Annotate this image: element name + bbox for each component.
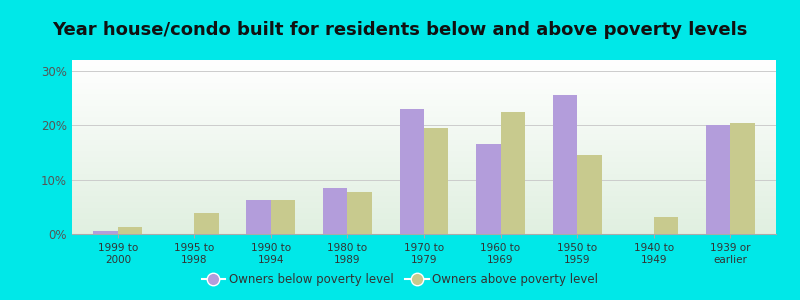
Bar [501,112,525,234]
Bar [577,155,602,234]
Bar [730,122,754,234]
Bar [94,231,118,234]
Bar [553,95,577,234]
Bar [323,188,347,234]
Bar [118,227,142,234]
Bar [706,125,730,234]
Bar [194,213,219,234]
Bar [424,128,449,234]
Bar [476,144,501,234]
Bar [246,200,271,234]
Text: Year house/condo built for residents below and above poverty levels: Year house/condo built for residents bel… [52,21,748,39]
Legend: Owners below poverty level, Owners above poverty level: Owners below poverty level, Owners above… [197,269,603,291]
Bar [654,217,678,234]
Bar [271,200,295,234]
Bar [399,109,424,234]
Bar [347,192,372,234]
